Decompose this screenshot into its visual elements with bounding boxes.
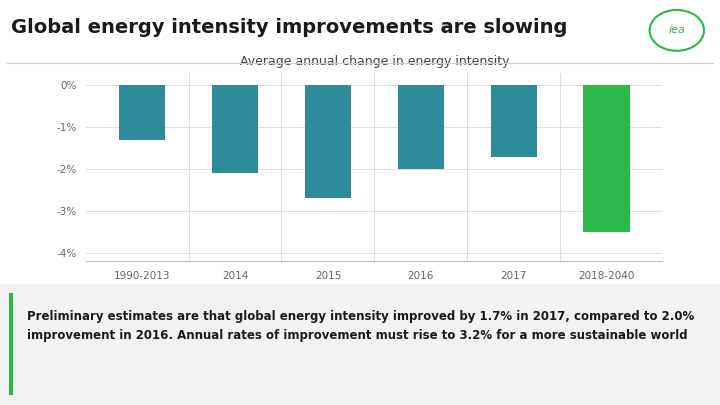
Bar <box>583 85 630 232</box>
Bar <box>212 85 258 173</box>
Text: © OECD/IEA: © OECD/IEA <box>605 314 657 323</box>
Legend: Average annual change, SDS Target: Average annual change, SDS Target <box>199 294 435 313</box>
Text: iea: iea <box>668 26 685 35</box>
Text: Preliminary estimates are that global energy intensity improved by 1.7% in 2017,: Preliminary estimates are that global en… <box>27 310 695 342</box>
FancyBboxPatch shape <box>0 284 720 405</box>
Bar <box>397 85 444 169</box>
Bar <box>490 85 537 157</box>
Text: Global energy intensity improvements are slowing: Global energy intensity improvements are… <box>11 18 567 37</box>
Bar <box>305 85 351 198</box>
Bar <box>119 85 166 140</box>
Title: Average annual change in energy intensity: Average annual change in energy intensit… <box>240 55 509 68</box>
FancyBboxPatch shape <box>9 293 13 395</box>
